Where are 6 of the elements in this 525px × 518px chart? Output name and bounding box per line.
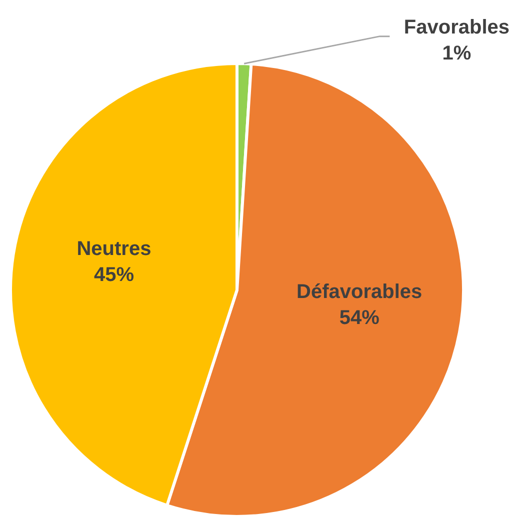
slice-label: Neutres [76, 238, 152, 260]
data-label: 45% [94, 264, 134, 286]
slice-label: Défavorables [296, 280, 422, 303]
slice-label: Favorables [404, 16, 510, 38]
data-label: 1% [442, 42, 472, 64]
data-label: 54% [339, 306, 380, 329]
